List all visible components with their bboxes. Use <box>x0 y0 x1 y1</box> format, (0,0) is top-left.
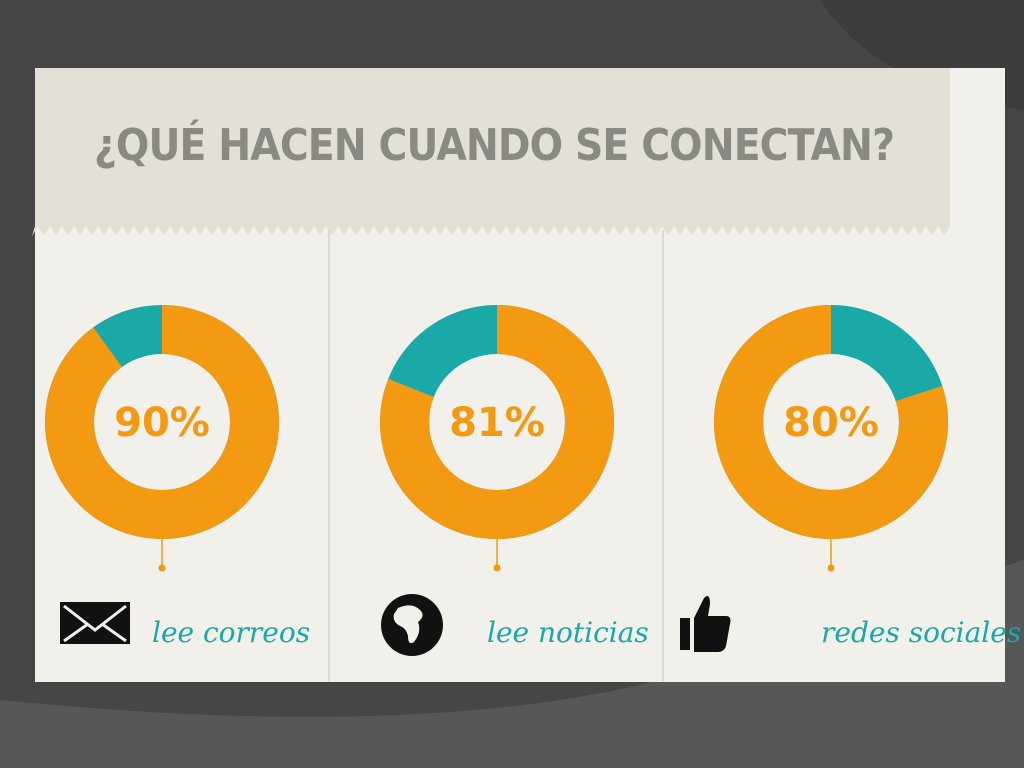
caption: lee correos <box>152 616 310 649</box>
donut-segment <box>44 305 279 540</box>
bg-curve <box>0 560 1024 768</box>
stem-dot <box>493 564 501 572</box>
value-label: 80% <box>783 400 879 446</box>
thumbs-up-icon <box>680 596 731 652</box>
globe-icon <box>381 594 443 656</box>
title: ¿QUÉ HACEN CUANDO SE CONECTAN? <box>94 118 894 171</box>
mail-icon <box>60 602 130 644</box>
donut-segment <box>380 305 614 539</box>
donut-segment <box>714 305 948 540</box>
value-label: 81% <box>449 400 545 446</box>
caption: lee noticias <box>487 616 649 649</box>
header-band <box>32 68 950 236</box>
caption: redes sociales <box>821 616 1021 649</box>
stem-dot <box>158 564 166 572</box>
stem-dot <box>827 564 835 572</box>
value-label: 90% <box>114 400 210 446</box>
